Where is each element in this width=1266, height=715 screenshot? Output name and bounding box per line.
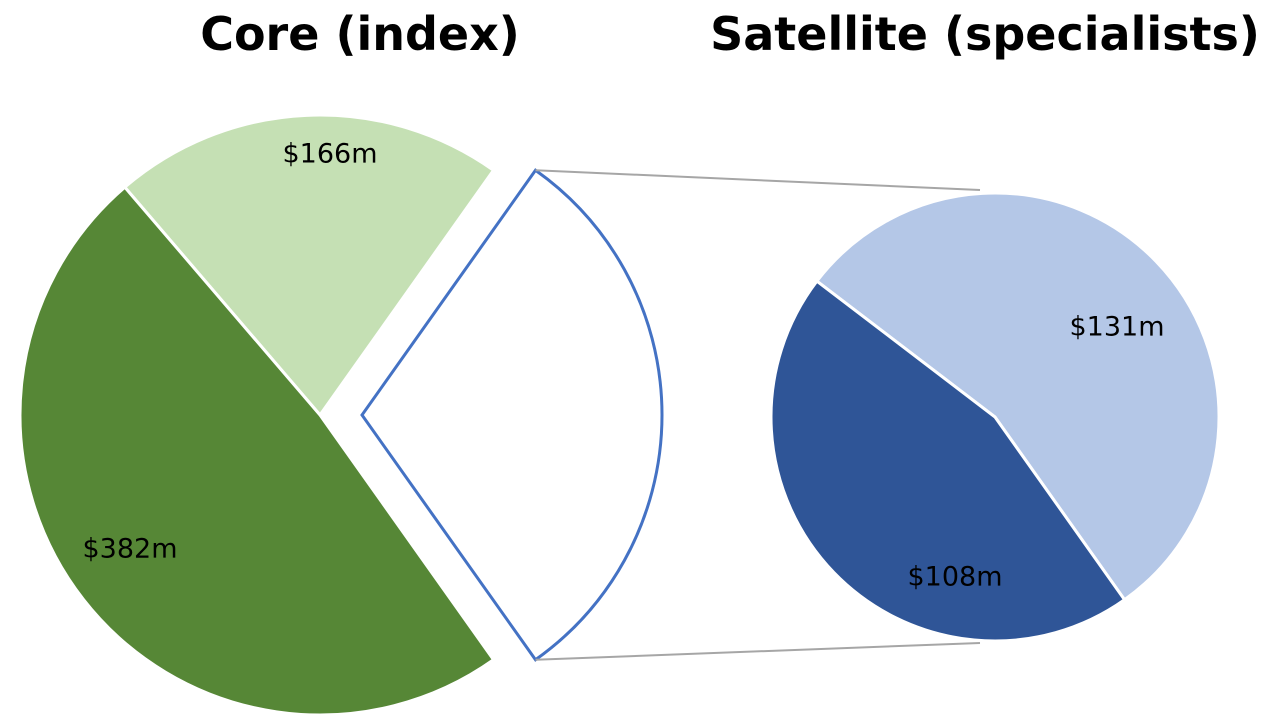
data-label: $166m (282, 139, 377, 170)
chart-title: Satellite (specialists) (710, 7, 1260, 61)
data-label: $131m (1069, 312, 1164, 343)
pie-slice (814, 191, 1221, 602)
chart-title: Core (index) (200, 7, 520, 61)
connector-line (535, 169, 981, 191)
split-slice (360, 168, 664, 662)
data-label: $108m (907, 562, 1002, 593)
data-label: $382m (82, 534, 177, 565)
connector-line (535, 642, 981, 661)
pie-slice (769, 279, 1127, 643)
pie-slice (18, 185, 496, 715)
pie-slice (122, 113, 496, 418)
